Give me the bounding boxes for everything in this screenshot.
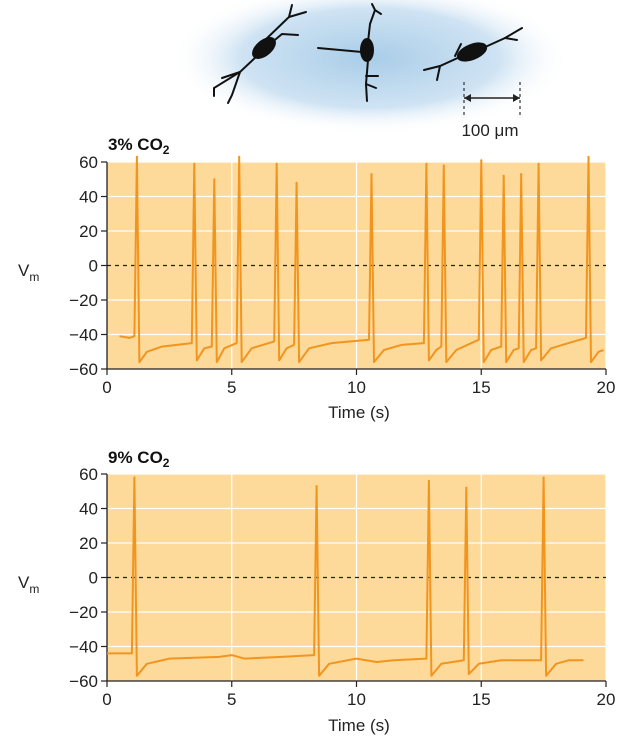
y-tick-label: 20	[79, 534, 98, 553]
x-tick-label: 0	[102, 378, 111, 397]
y-tick-label: 60	[79, 153, 98, 172]
x-tick-label: 5	[227, 378, 236, 397]
neuron-2	[317, 3, 382, 102]
scale-bar: 100 μm	[461, 82, 521, 140]
x-tick-label: 10	[347, 378, 366, 397]
x-tick-label: 15	[472, 690, 491, 709]
spike-peak	[135, 155, 138, 158]
spike-peak	[295, 181, 298, 184]
y-tick-label: 40	[79, 500, 98, 519]
y-axis-label: Vm	[18, 573, 39, 596]
y-tick-label: −60	[69, 360, 98, 379]
y-tick-label: −40	[69, 638, 98, 657]
neuron-1	[213, 4, 307, 104]
spike-peak	[502, 174, 505, 177]
y-tick-label: 0	[89, 569, 98, 588]
spike-peak	[213, 178, 216, 181]
spike-peak	[427, 479, 430, 482]
x-tick-label: 20	[597, 690, 616, 709]
y-tick-label: 20	[79, 222, 98, 241]
spike-peak	[193, 162, 196, 165]
spike-peak	[465, 486, 468, 489]
membrane-potential-trace	[107, 476, 584, 677]
y-tick-label: 40	[79, 188, 98, 207]
y-tick-label: 60	[79, 465, 98, 484]
x-tick-label: 0	[102, 690, 111, 709]
x-tick-label: 10	[347, 690, 366, 709]
x-axis-label: Time (s)	[328, 403, 390, 422]
x-tick-label: 15	[472, 378, 491, 397]
spike-peak	[425, 162, 428, 165]
condition-label: 9% CO2	[108, 448, 170, 470]
y-axis-label: Vm	[18, 261, 39, 284]
spike-peak	[537, 162, 540, 165]
neuron-illustration	[170, 0, 570, 134]
spike-peak	[480, 159, 483, 162]
spike-peak	[542, 476, 545, 479]
spike-peak	[370, 173, 373, 176]
neuron-3	[423, 27, 523, 81]
spike-peak	[520, 173, 523, 176]
spike-peak	[587, 155, 590, 158]
spike-peak	[133, 476, 136, 479]
x-tick-label: 20	[597, 378, 616, 397]
condition-label: 3% CO2	[108, 135, 170, 157]
spike-peak	[275, 162, 278, 165]
y-tick-label: 0	[89, 257, 98, 276]
y-tick-label: −40	[69, 326, 98, 345]
scale-bar-label: 100 μm	[461, 121, 518, 140]
y-tick-label: −60	[69, 672, 98, 691]
spike-peak	[238, 155, 241, 158]
spike-peak	[315, 485, 318, 488]
x-axis-label: Time (s)	[328, 716, 390, 735]
y-tick-label: −20	[69, 291, 98, 310]
spike-peak	[442, 164, 445, 167]
x-tick-label: 5	[227, 690, 236, 709]
membrane-potential-trace	[119, 155, 604, 364]
y-tick-label: −20	[69, 603, 98, 622]
